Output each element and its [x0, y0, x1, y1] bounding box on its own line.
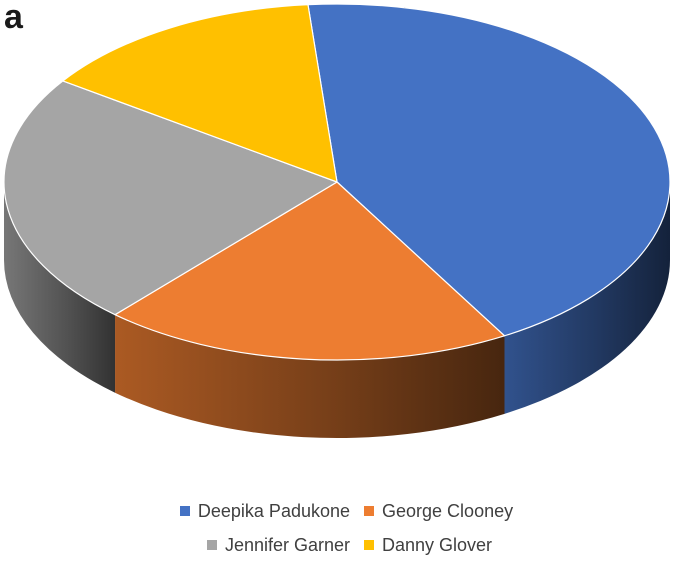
- legend-item-deepika-padukone: Deepika Padukone: [180, 501, 350, 522]
- legend-label-deepika-padukone: Deepika Padukone: [198, 501, 350, 522]
- legend: Deepika Padukone George Clooney Jennifer…: [0, 494, 693, 562]
- pie-chart: [0, 0, 693, 480]
- legend-row-1: Deepika Padukone George Clooney: [0, 494, 693, 528]
- legend-swatch-danny-glover: [364, 540, 374, 550]
- legend-item-george-clooney: George Clooney: [364, 501, 513, 522]
- legend-item-jennifer-garner: Jennifer Garner: [207, 535, 350, 556]
- legend-label-george-clooney: George Clooney: [382, 501, 513, 522]
- legend-swatch-deepika-padukone: [180, 506, 190, 516]
- legend-swatch-jennifer-garner: [207, 540, 217, 550]
- pie-top-faces: [4, 4, 670, 360]
- legend-item-danny-glover: Danny Glover: [364, 535, 492, 556]
- legend-label-danny-glover: Danny Glover: [382, 535, 492, 556]
- legend-swatch-george-clooney: [364, 506, 374, 516]
- legend-label-jennifer-garner: Jennifer Garner: [225, 535, 350, 556]
- legend-row-2: Jennifer Garner Danny Glover: [0, 528, 693, 562]
